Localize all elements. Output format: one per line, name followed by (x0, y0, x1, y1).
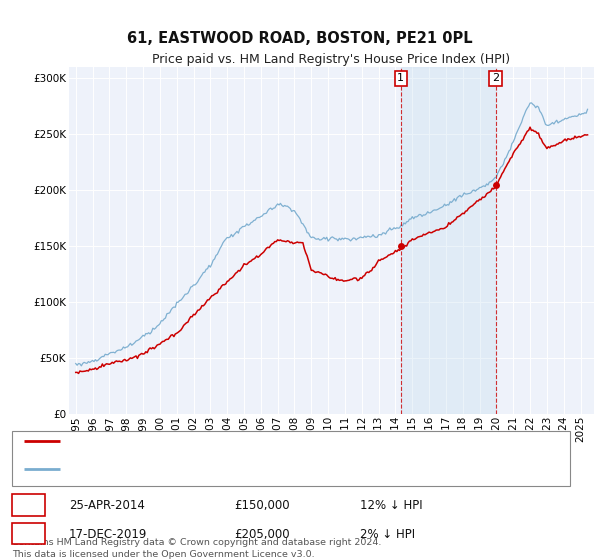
Text: 2: 2 (492, 73, 499, 83)
Text: 2% ↓ HPI: 2% ↓ HPI (360, 528, 415, 541)
Bar (401, 67, 496, 414)
Text: 1: 1 (24, 499, 32, 512)
Text: 1: 1 (397, 73, 404, 83)
Text: 17-DEC-2019: 17-DEC-2019 (69, 528, 148, 541)
Bar (12, 523, 45, 544)
Text: Contains HM Land Registry data © Crown copyright and database right 2024.
This d: Contains HM Land Registry data © Crown c… (12, 538, 382, 558)
Bar (12, 431, 570, 486)
Bar (12, 494, 45, 516)
Text: 61, EASTWOOD ROAD, BOSTON, PE21 0PL: 61, EASTWOOD ROAD, BOSTON, PE21 0PL (127, 31, 473, 46)
Text: £205,000: £205,000 (234, 528, 290, 541)
Text: 12% ↓ HPI: 12% ↓ HPI (360, 499, 422, 512)
Text: 2: 2 (24, 528, 32, 541)
Text: 61, EASTWOOD ROAD, BOSTON, PE21 0PL (detached house): 61, EASTWOOD ROAD, BOSTON, PE21 0PL (det… (72, 436, 409, 446)
Text: £150,000: £150,000 (234, 499, 290, 512)
Text: 25-APR-2014: 25-APR-2014 (69, 499, 145, 512)
Text: HPI: Average price, detached house, Boston: HPI: Average price, detached house, Bost… (72, 464, 317, 474)
Title: Price paid vs. HM Land Registry's House Price Index (HPI): Price paid vs. HM Land Registry's House … (152, 53, 511, 66)
